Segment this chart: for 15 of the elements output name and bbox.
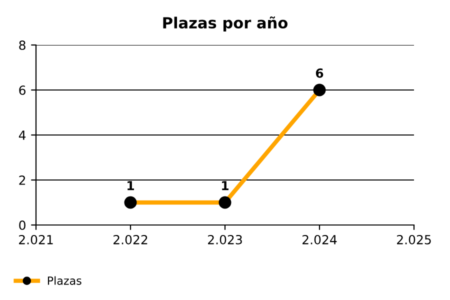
data-label: 6 — [316, 68, 324, 78]
y-tick-label: 4 — [18, 130, 26, 140]
y-tick-label: 2 — [19, 175, 26, 185]
x-tick-label: 2.025 — [397, 234, 431, 244]
chart-title: Plazas por año — [163, 16, 288, 32]
y-tick-label: 8 — [19, 40, 26, 50]
x-tick-label: 2.024 — [302, 234, 337, 244]
x-tick-label: 2.023 — [208, 234, 242, 244]
x-tick-label: 2.021 — [19, 234, 53, 244]
y-tick-label: 0 — [19, 220, 26, 230]
data-label: 1 — [222, 181, 228, 190]
legend-label: Plazas — [48, 276, 82, 285]
x-tick-label: 2.022 — [114, 234, 148, 244]
data-label: 1 — [128, 181, 134, 190]
y-tick-label: 6 — [19, 85, 26, 95]
